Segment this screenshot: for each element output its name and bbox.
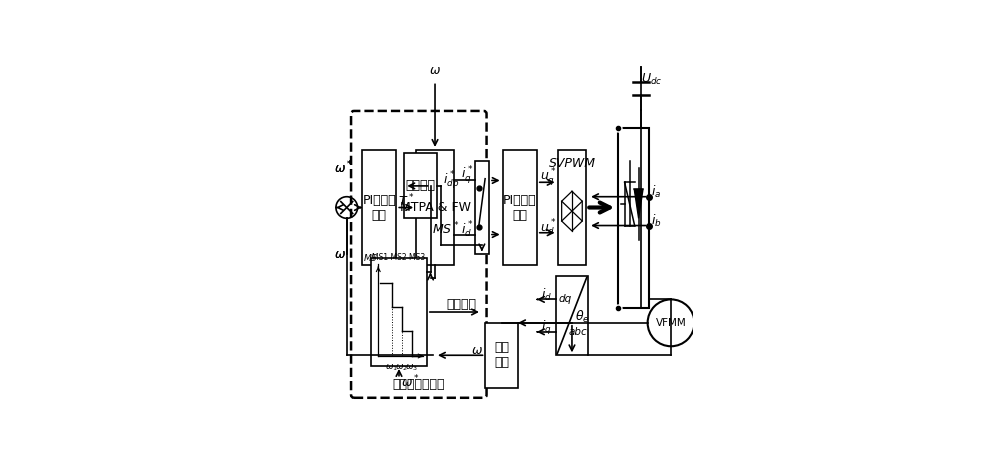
- FancyBboxPatch shape: [362, 150, 396, 265]
- Text: 切换信号: 切换信号: [447, 298, 477, 311]
- FancyBboxPatch shape: [416, 150, 454, 265]
- Text: $T^*$: $T^*$: [398, 193, 414, 209]
- Text: $\omega^*$: $\omega^*$: [334, 160, 353, 176]
- Text: VFMM: VFMM: [656, 318, 686, 328]
- Text: dq: dq: [559, 294, 572, 304]
- Text: $U_{dc}$: $U_{dc}$: [641, 72, 663, 87]
- Text: $i^*_d$: $i^*_d$: [461, 219, 474, 240]
- Text: $\omega$: $\omega$: [334, 248, 346, 261]
- Text: PI电流控
制器: PI电流控 制器: [503, 193, 537, 221]
- Text: MTPA & FW: MTPA & FW: [400, 201, 471, 214]
- Text: $u^*_q$: $u^*_q$: [540, 166, 557, 188]
- FancyBboxPatch shape: [371, 258, 427, 366]
- Text: $i^*_{dp}$: $i^*_{dp}$: [443, 170, 459, 192]
- Text: PI转速控
制器: PI转速控 制器: [362, 193, 396, 221]
- Text: $i^*_q$: $i^*_q$: [461, 164, 474, 186]
- Text: $u^*_d$: $u^*_d$: [540, 218, 557, 238]
- Text: $i_a$: $i_a$: [651, 184, 662, 200]
- Text: $\omega$: $\omega$: [471, 344, 483, 357]
- FancyBboxPatch shape: [618, 128, 649, 308]
- Text: $\omega_3$: $\omega_3$: [405, 362, 418, 373]
- Text: $i_q$: $i_q$: [541, 319, 552, 336]
- FancyBboxPatch shape: [556, 276, 588, 355]
- Text: $\omega_2$: $\omega_2$: [395, 362, 408, 373]
- Text: $\omega_1$: $\omega_1$: [385, 362, 398, 373]
- FancyBboxPatch shape: [503, 150, 537, 265]
- Text: $i_b$: $i_b$: [651, 213, 662, 229]
- Text: MS: MS: [363, 254, 377, 263]
- FancyBboxPatch shape: [404, 154, 437, 218]
- Text: $i_d$: $i_d$: [541, 287, 552, 303]
- Text: $\omega$: $\omega$: [334, 248, 346, 261]
- Text: $\theta_e$: $\theta_e$: [575, 309, 590, 325]
- FancyBboxPatch shape: [485, 323, 518, 388]
- Polygon shape: [634, 190, 643, 218]
- Text: 磁化状态控制器: 磁化状态控制器: [393, 378, 445, 391]
- Text: $\omega^*$: $\omega^*$: [334, 160, 353, 176]
- Text: $\omega$: $\omega$: [429, 64, 441, 77]
- Text: 脉冲产生: 脉冲产生: [406, 179, 436, 192]
- Text: $\omega^*$: $\omega^*$: [401, 374, 420, 391]
- Text: abc: abc: [569, 327, 588, 337]
- Text: $MS^*$: $MS^*$: [432, 221, 459, 237]
- Text: MS1 MS2 MS3: MS1 MS2 MS3: [372, 253, 425, 262]
- FancyBboxPatch shape: [558, 150, 586, 265]
- Text: SVPWM: SVPWM: [548, 157, 595, 170]
- Text: 转速
计算: 转速 计算: [494, 341, 509, 369]
- FancyBboxPatch shape: [475, 161, 489, 255]
